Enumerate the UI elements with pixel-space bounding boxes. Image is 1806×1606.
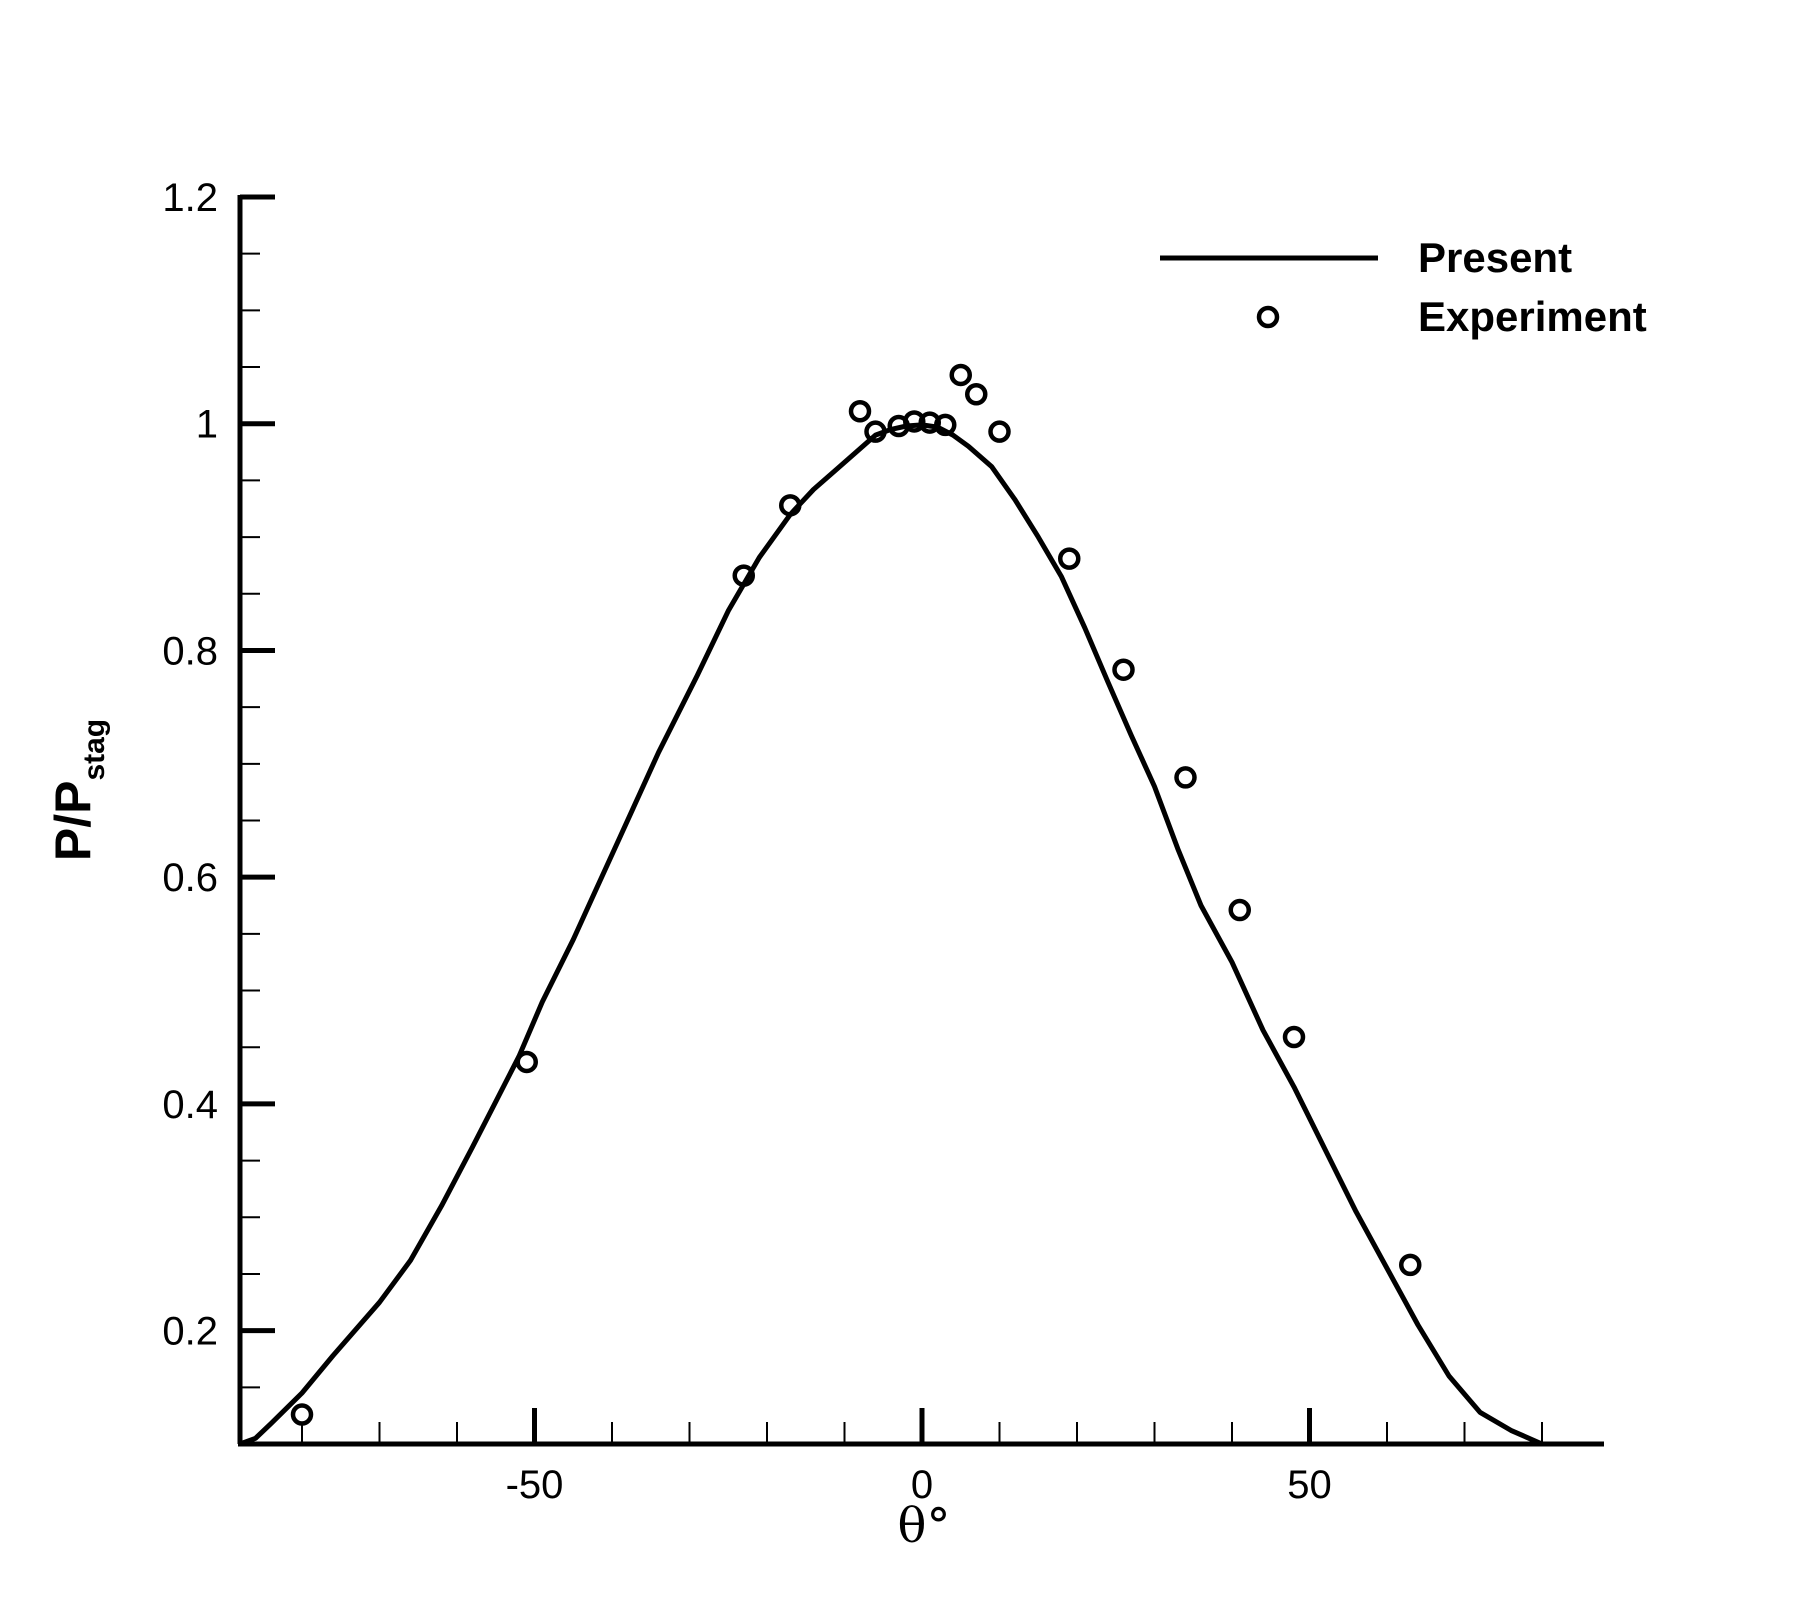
experiment-data-point (1112, 658, 1135, 681)
y-tick-label: 0.2 (162, 1310, 218, 1354)
experiment-data-point (903, 410, 926, 433)
experiment-series-markers (290, 363, 1422, 1426)
x-axis-title: θ° (898, 1498, 951, 1554)
experiment-data-point (848, 400, 872, 423)
legend: Present Experiment (1160, 234, 1647, 340)
y-tick-label: 0.4 (162, 1083, 218, 1127)
major-ticks (240, 194, 1312, 1444)
legend-present-label: Present (1418, 234, 1572, 281)
experiment-data-point (515, 1050, 538, 1074)
x-tick-label: 50 (1287, 1463, 1332, 1507)
experiment-data-point (1174, 766, 1197, 789)
y-tick-label: 1.2 (162, 176, 218, 220)
experiment-data-point (965, 383, 988, 406)
y-tick-label: 1 (196, 403, 218, 447)
legend-experiment-marker (1256, 305, 1280, 329)
minor-ticks (240, 252, 1543, 1444)
experiment-data-point (290, 1403, 314, 1426)
experiment-data-point (1228, 898, 1251, 922)
experiment-data-point (779, 494, 802, 517)
experiment-data-point (1058, 547, 1081, 570)
x-tick-label: 0 (911, 1463, 933, 1507)
experiment-data-point (934, 413, 957, 437)
experiment-data-point (1399, 1253, 1422, 1277)
legend-experiment-label: Experiment (1418, 293, 1647, 340)
x-tick-label: -50 (506, 1463, 564, 1507)
present-series-line (239, 422, 1544, 1447)
y-axis-title-main: P/P (45, 781, 101, 862)
y-axis-title-subscript: stag (78, 719, 111, 781)
experiment-data-point (732, 564, 755, 587)
y-axis-title: P/Pstag (45, 719, 111, 861)
experiment-data-point (988, 420, 1011, 443)
tick-labels: -50 0 50 0.2 0.4 0.6 0.8 1 1.2 (162, 176, 1331, 1507)
experiment-data-point (864, 420, 887, 443)
y-tick-label: 0.8 (162, 629, 218, 673)
y-tick-label: 0.6 (162, 856, 218, 900)
experiment-data-point (949, 363, 972, 387)
experiment-data-point (1282, 1025, 1306, 1049)
